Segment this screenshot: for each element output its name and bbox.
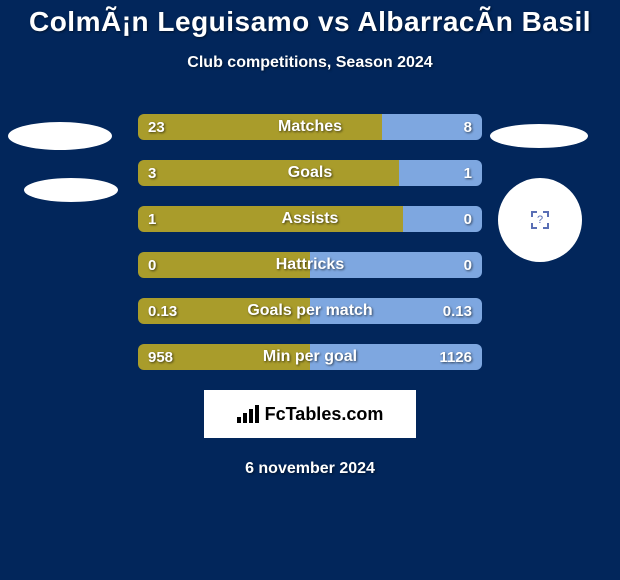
left-bar bbox=[138, 114, 382, 140]
date-label: 6 november 2024 bbox=[0, 460, 620, 478]
subtitle: Club competitions, Season 2024 bbox=[0, 54, 620, 72]
right-value: 1 bbox=[464, 160, 472, 186]
stat-row: 31Goals bbox=[138, 160, 482, 186]
stat-row: 238Matches bbox=[138, 114, 482, 140]
left-value: 958 bbox=[148, 344, 173, 370]
logo-bars-icon bbox=[237, 405, 259, 423]
left-value: 3 bbox=[148, 160, 156, 186]
left-value: 23 bbox=[148, 114, 165, 140]
right-value: 0 bbox=[464, 252, 472, 278]
left-bar bbox=[138, 206, 403, 232]
left-bar bbox=[138, 252, 310, 278]
page-title: ColmÃ¡n Leguisamo vs AlbarracÃ­n Basil bbox=[0, 0, 620, 38]
right-value: 0 bbox=[464, 206, 472, 232]
left-value: 1 bbox=[148, 206, 156, 232]
right-value: 1126 bbox=[439, 344, 472, 370]
stat-row: 9581126Min per goal bbox=[138, 344, 482, 370]
left-bar bbox=[138, 160, 399, 186]
comparison-chart: 238Matches31Goals10Assists00Hattricks0.1… bbox=[0, 114, 620, 370]
stat-row: 0.130.13Goals per match bbox=[138, 298, 482, 324]
logo-text: FcTables.com bbox=[265, 404, 384, 425]
stat-row: 00Hattricks bbox=[138, 252, 482, 278]
left-value: 0.13 bbox=[148, 298, 177, 324]
right-value: 0.13 bbox=[443, 298, 472, 324]
stat-row: 10Assists bbox=[138, 206, 482, 232]
right-value: 8 bbox=[464, 114, 472, 140]
left-value: 0 bbox=[148, 252, 156, 278]
right-bar bbox=[310, 252, 482, 278]
fctables-logo: FcTables.com bbox=[204, 390, 416, 438]
